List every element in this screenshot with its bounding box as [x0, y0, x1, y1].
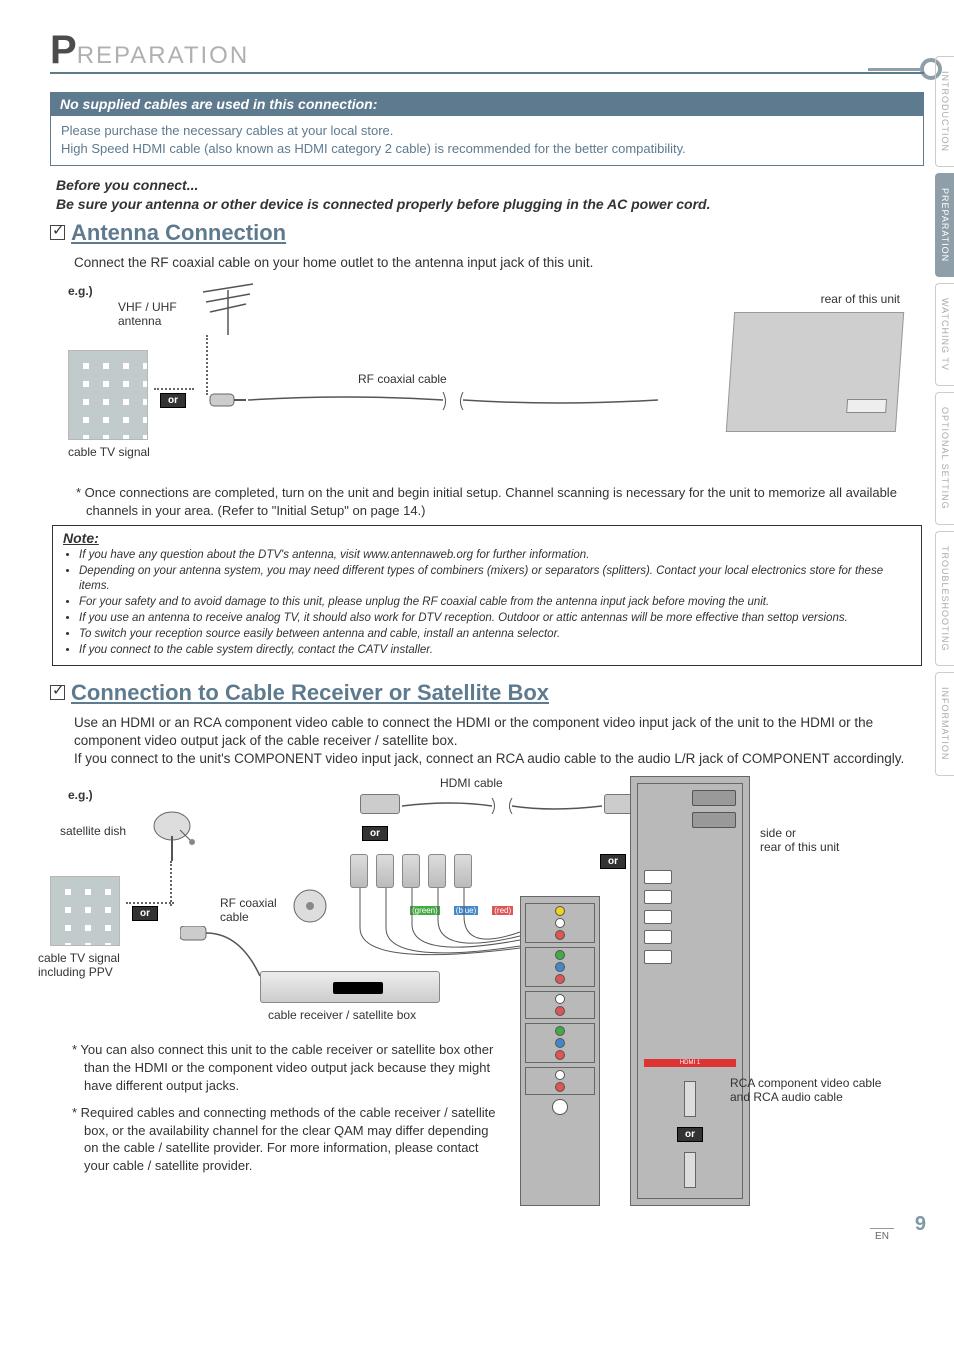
- set-top-box-icon: [260, 971, 440, 1003]
- rca-cable-label: RCA component video cable and RCA audio …: [730, 1076, 881, 1104]
- title-rest: REPARATION: [77, 42, 249, 70]
- section-title: P REPARATION: [50, 30, 924, 74]
- note-item: To switch your reception source easily b…: [79, 627, 911, 642]
- dotted-line-1: [206, 335, 208, 395]
- antenna-jack-icon: [846, 399, 887, 413]
- before-line2: Be sure your antenna or other device is …: [56, 195, 918, 214]
- side-rear-label: side or rear of this unit: [760, 826, 839, 854]
- hdmi-cable-line: [402, 798, 602, 814]
- usb-port-icon: [684, 1081, 696, 1117]
- dotted-line-4: [170, 861, 172, 906]
- rca-plug-icon: [376, 854, 394, 888]
- tv-back-icon: [726, 312, 904, 432]
- note-item: Depending on your antenna system, you ma…: [79, 564, 911, 594]
- dotted-line-3: [126, 902, 174, 904]
- diagram-antenna: e.g.) VHF / UHF antenna cable TV signal …: [68, 280, 924, 480]
- antenna-intro: Connect the RF coaxial cable on your hom…: [50, 254, 924, 272]
- page-number: 9: [915, 1213, 926, 1236]
- diagram-cable-sat: e.g.) satellite dish cable TV signal inc…: [50, 776, 924, 1216]
- note-item: For your safety and to avoid damage to t…: [79, 595, 911, 610]
- callout-line2: High Speed HDMI cable (also known as HDM…: [61, 140, 913, 158]
- stb-label: cable receiver / satellite box: [268, 1008, 416, 1022]
- callout-title: No supplied cables are used in this conn…: [50, 92, 924, 116]
- checkbox-icon: [50, 685, 65, 700]
- heading-cable-sat: Connection to Cable Receiver or Satellit…: [50, 680, 924, 706]
- rf-cable-label-2: RF coaxial cable: [220, 896, 277, 924]
- heading-cable-sat-text: Connection to Cable Receiver or Satellit…: [71, 680, 549, 706]
- callout-body: Please purchase the necessary cables at …: [50, 116, 924, 166]
- callout-line1: Please purchase the necessary cables at …: [61, 122, 913, 140]
- eg-label-2: e.g.): [68, 788, 93, 802]
- coax-plug-icon: [208, 388, 248, 412]
- checkbox-icon: [50, 225, 65, 240]
- side-panel-red-label: HDMI 1: [644, 1059, 736, 1067]
- note-item: If you use an antenna to receive analog …: [79, 611, 911, 626]
- antenna-footnote: * Once connections are completed, turn o…: [68, 484, 924, 519]
- or-badge-4: or: [600, 854, 626, 869]
- hdmi-plug-left: [360, 794, 400, 814]
- cable-grid-icon: [68, 350, 148, 440]
- dotted-line-2: [154, 388, 194, 390]
- rear-unit-label: rear of this unit: [730, 292, 900, 306]
- heading-antenna-text: Antenna Connection: [71, 220, 286, 246]
- cable-tv-label-1: cable TV signal: [68, 445, 150, 459]
- rca-plug-icon: [350, 854, 368, 888]
- or-badge-2: or: [132, 906, 158, 921]
- rca-plug-icon: [454, 854, 472, 888]
- hdmi-port-icon: [692, 790, 736, 806]
- rca-plug-icon: [428, 854, 446, 888]
- side-panel-icon: HDMI 1 or: [630, 776, 750, 1206]
- cable-sat-notes: * You can also connect this unit to the …: [70, 1041, 500, 1184]
- before-line1: Before you connect...: [56, 176, 918, 195]
- cable-sat-intro: Use an HDMI or an RCA component video ca…: [50, 714, 924, 769]
- heading-antenna: Antenna Connection: [50, 220, 924, 246]
- note-item: If you connect to the cable system direc…: [79, 643, 911, 658]
- cable-sat-note-2: * Required cables and connecting methods…: [70, 1104, 500, 1174]
- cable-tv-ppv-label: cable TV signal including PPV: [38, 951, 120, 979]
- rear-panel-icon: [520, 896, 600, 1206]
- antenna-icon: [188, 280, 268, 340]
- rca-plug-icon: [402, 854, 420, 888]
- note-list: If you have any question about the DTV's…: [63, 548, 911, 658]
- or-badge-5: or: [677, 1127, 703, 1142]
- satellite-dish-label: satellite dish: [60, 824, 126, 838]
- cable-sat-note-1: * You can also connect this unit to the …: [70, 1041, 500, 1094]
- coax-to-stb-line: [180, 926, 270, 996]
- note-title: Note:: [63, 530, 911, 546]
- satellite-dish-icon: [150, 806, 200, 866]
- rf-cable-label-1: RF coaxial cable: [358, 372, 447, 386]
- note-item: If you have any question about the DTV's…: [79, 548, 911, 563]
- or-badge-3: or: [362, 826, 388, 841]
- vhf-uhf-label: VHF / UHF antenna: [118, 300, 177, 328]
- hdmi-cable-label: HDMI cable: [440, 776, 503, 790]
- dish-receiver-icon: [290, 886, 330, 926]
- note-box: Note: If you have any question about the…: [52, 525, 922, 666]
- page-content: P REPARATION No supplied cables are used…: [0, 0, 954, 1246]
- before-connect: Before you connect... Be sure your anten…: [50, 176, 924, 214]
- eg-label-1: e.g.): [68, 284, 93, 298]
- or-badge-1: or: [160, 393, 186, 408]
- page-lang: EN: [870, 1228, 894, 1242]
- usb-port-icon: [684, 1152, 696, 1188]
- rca-plug-row: [350, 854, 472, 888]
- hdmi-port-icon: [692, 812, 736, 828]
- cable-grid-icon-2: [50, 876, 120, 946]
- cable-line-1: [248, 392, 658, 412]
- rear-unit-group: rear of this unit: [730, 292, 900, 432]
- title-initial: P: [50, 30, 77, 70]
